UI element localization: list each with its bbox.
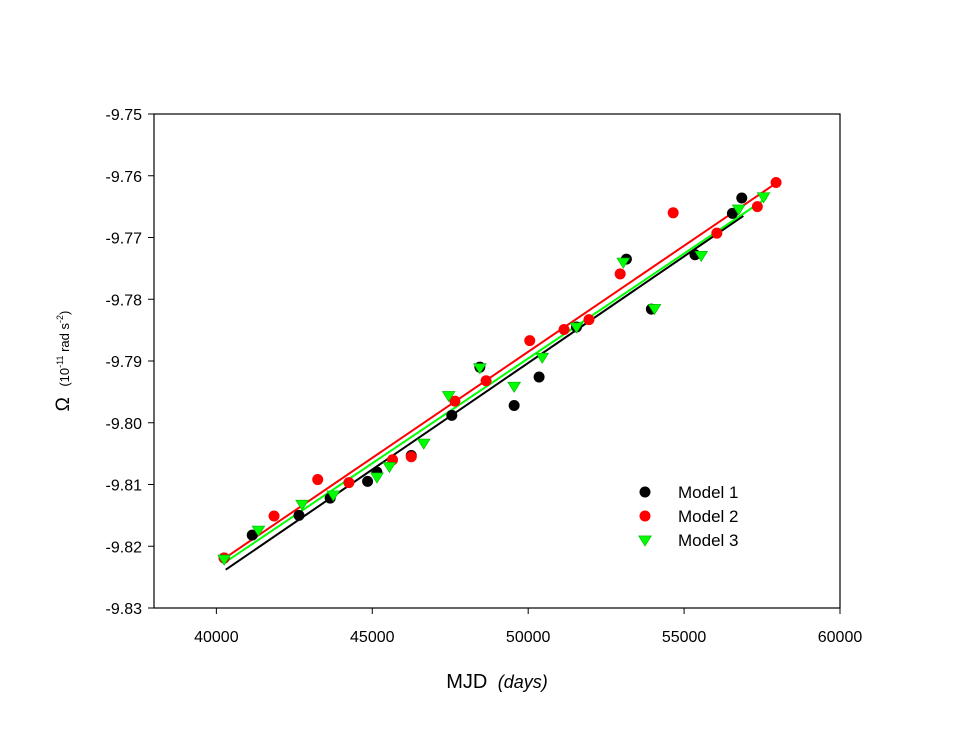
series-3-point xyxy=(756,192,771,204)
y-tick-label: -9.81 xyxy=(106,478,143,495)
series-2-point xyxy=(558,324,570,336)
y-tick-label: -9.79 xyxy=(106,354,143,371)
x-tick-label: 45000 xyxy=(350,629,395,646)
legend-marker-series-1 xyxy=(639,486,651,498)
y-axis-label: Ω (10-11 rad s-2) xyxy=(53,311,74,412)
series-2-point xyxy=(449,395,461,407)
series-2-point xyxy=(343,477,355,489)
series-1-point xyxy=(533,371,545,383)
series-2-point xyxy=(614,268,626,280)
x-tick-label: 55000 xyxy=(662,629,707,646)
y-tick-label: -9.80 xyxy=(106,416,143,433)
series-2-fit-line xyxy=(223,182,777,560)
x-tick-label: 40000 xyxy=(194,629,239,646)
series-3-point xyxy=(251,525,266,537)
series-3-point xyxy=(441,391,456,403)
legend-label-series-1: Model 1 xyxy=(678,483,738,502)
x-tick-label: 50000 xyxy=(506,629,551,646)
x-axis-ticks: 40000 45000 50000 55000 60000 xyxy=(194,608,862,646)
y-tick-label: -9.75 xyxy=(106,107,143,124)
series-3-point xyxy=(694,250,709,262)
y-axis-ticks: -9.75 -9.76 -9.77 -9.78 -9.79 -9.80 -9.81 -9.82… xyxy=(106,107,154,618)
series-3-fit-line xyxy=(223,197,768,564)
series-3-point xyxy=(295,499,309,511)
series-3-point xyxy=(731,204,746,216)
series-1-point xyxy=(293,509,305,521)
series-3-point xyxy=(535,352,550,364)
series-3-point xyxy=(569,322,584,334)
series-2-point xyxy=(751,201,763,213)
x-axis-label: MJD (days) xyxy=(446,671,548,693)
series-3-point xyxy=(507,381,522,393)
series-3-point xyxy=(217,554,232,566)
y-tick-label: -9.78 xyxy=(106,292,143,309)
series-3-point xyxy=(472,363,487,375)
series-3-point xyxy=(382,462,397,474)
y-tick-label: -9.83 xyxy=(106,601,143,618)
series-3-point xyxy=(326,490,341,502)
series-1-point xyxy=(726,207,738,219)
series-2-point xyxy=(667,207,679,219)
series-2-point xyxy=(405,451,417,463)
series-1-point xyxy=(736,192,748,204)
legend-marker-series-3 xyxy=(638,535,652,547)
series-2-point xyxy=(480,375,492,387)
series-2-point xyxy=(711,227,723,239)
data-points xyxy=(217,177,782,566)
y-tick-label: -9.76 xyxy=(106,169,143,186)
series-1-fit-line xyxy=(225,215,744,571)
legend-marker-series-2 xyxy=(639,510,651,522)
series-2-point xyxy=(312,474,324,486)
series-2-point xyxy=(524,335,536,347)
series-1-point xyxy=(508,399,520,411)
series-3-point xyxy=(616,257,631,269)
series-3-point xyxy=(416,438,431,450)
series-3-point xyxy=(370,472,384,484)
series-3-point xyxy=(647,304,662,316)
x-tick-label: 60000 xyxy=(818,629,863,646)
series-2-point xyxy=(268,510,280,522)
legend: Model 1 Model 2 Model 3 xyxy=(638,483,738,550)
legend-label-series-2: Model 2 xyxy=(678,507,738,526)
legend-label-series-3: Model 3 xyxy=(678,531,738,550)
fit-lines xyxy=(223,182,777,571)
y-tick-label: -9.77 xyxy=(106,231,143,248)
series-2-point xyxy=(583,314,595,326)
y-tick-label: -9.82 xyxy=(106,539,143,556)
series-1-point xyxy=(362,475,374,487)
series-1-point xyxy=(246,529,258,541)
series-2-point xyxy=(770,177,782,189)
series-1-point xyxy=(446,409,458,421)
